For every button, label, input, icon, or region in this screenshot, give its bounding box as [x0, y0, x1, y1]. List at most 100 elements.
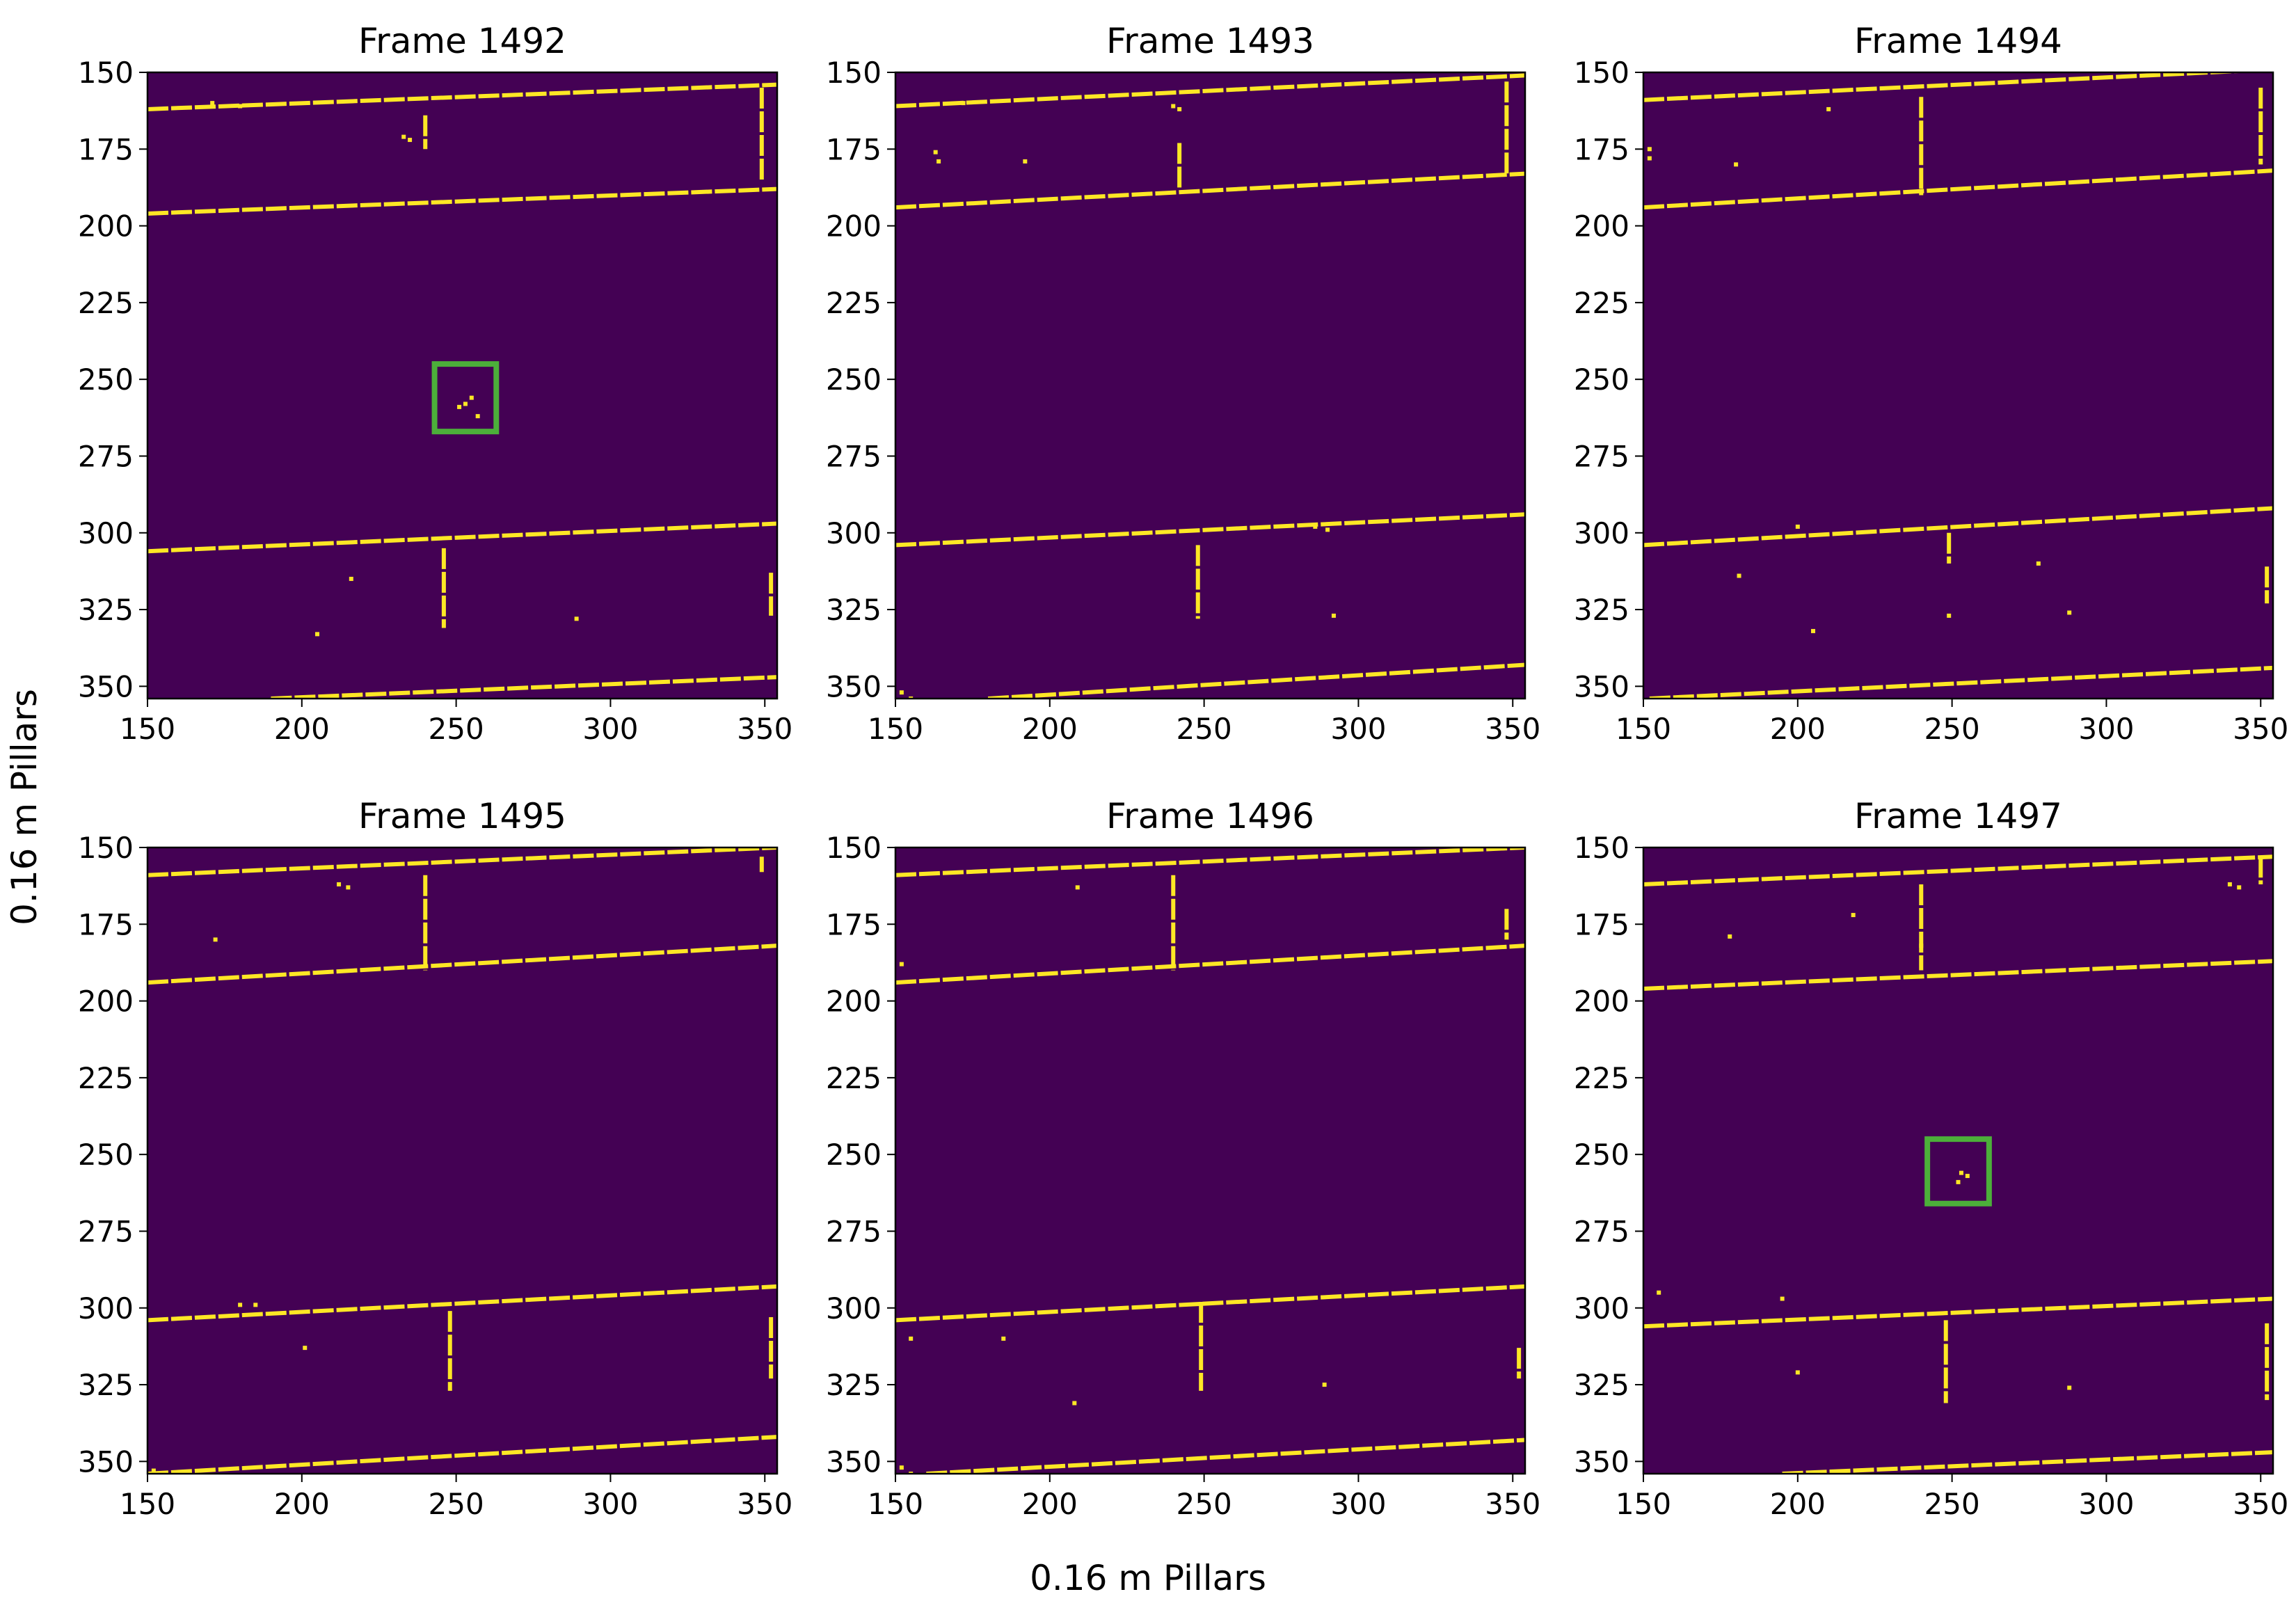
y-tick-label: 250: [1574, 1138, 1629, 1172]
x-tick-label: 300: [582, 712, 638, 746]
point-dot: [1826, 106, 1831, 111]
x-tick-label: 200: [274, 712, 330, 746]
point-dot: [475, 414, 480, 419]
plot-background: [1643, 847, 2273, 1474]
point-dot: [314, 632, 319, 637]
heatmap-cells: [895, 847, 1525, 1474]
point-line: [1782, 1450, 2273, 1474]
y-tick-label: 275: [78, 439, 134, 473]
point-dot: [1734, 162, 1739, 167]
y-tick-label: 250: [826, 1138, 882, 1172]
point-line: [148, 1435, 777, 1474]
x-tick-label: 250: [1924, 712, 1980, 746]
panel-3: Frame 1495 150 200 250 300 350 150 175 200 225 250…: [78, 796, 793, 1521]
heatmap-cells: [148, 82, 777, 699]
y-tick-label: 200: [1574, 209, 1629, 244]
point-dot: [1959, 1170, 1963, 1175]
heatmap-cells: [1643, 72, 2273, 699]
y-tick-label: 225: [78, 1061, 134, 1095]
x-tick-label: 350: [1485, 712, 1540, 746]
highlight-box: [1924, 1136, 1992, 1207]
x-tick-label: 250: [429, 712, 484, 746]
point-line: [987, 662, 1525, 699]
point-line: [1643, 72, 2254, 102]
y-tick-label: 200: [826, 985, 882, 1019]
point-dot: [401, 134, 406, 139]
panel-1: Frame 1493 150 200 250 300 350 150 175 200 225 250…: [826, 21, 1541, 746]
y-tick-label: 200: [78, 985, 134, 1019]
y-tick-label: 300: [826, 516, 882, 550]
y-tick-label: 225: [826, 1061, 882, 1095]
y-tick-label: 350: [1574, 669, 1629, 703]
figure-xlabel: 0.16 m Pillars: [1030, 1558, 1266, 1598]
y-tick-label: 250: [826, 363, 882, 397]
point-dot: [1780, 1296, 1785, 1301]
y-tick-label: 150: [1574, 831, 1629, 865]
y-tick-label: 200: [78, 209, 134, 244]
plot-background: [895, 847, 1525, 1474]
heatmap-cells: [148, 847, 777, 1474]
panel-title: Frame 1495: [358, 796, 566, 836]
point-dot: [1657, 1290, 1661, 1295]
point-line: [1649, 665, 2273, 699]
x-tick-label: 250: [429, 1487, 484, 1521]
point-line: [1643, 506, 2273, 548]
x-tick-label: 300: [2078, 712, 2134, 746]
point-dot: [1647, 156, 1652, 161]
plot-frame: [1642, 846, 2274, 1475]
y-tick-label: 350: [826, 1444, 882, 1479]
point-dot: [253, 1303, 258, 1307]
y-tick-label: 325: [1574, 1368, 1629, 1402]
x-tick-label: 200: [1770, 712, 1826, 746]
y-tick-label: 325: [826, 593, 882, 627]
y-tick-label: 200: [826, 209, 882, 244]
point-dot: [961, 101, 966, 106]
point-line: [148, 186, 777, 216]
point-dot: [1851, 913, 1856, 918]
panel-4: Frame 1496 150 200 250 300 350 150 175 200 225 250…: [826, 796, 1541, 1521]
x-tick-label: 250: [1924, 1487, 1980, 1521]
y-tick-label: 325: [78, 1368, 134, 1402]
point-dot: [933, 150, 938, 154]
x-tick-label: 350: [2233, 1487, 2288, 1521]
point-dot: [349, 576, 353, 581]
point-dot: [1795, 1370, 1800, 1375]
panels: Frame 1492 150 200 250 300 350 150 175 200 225 250…: [78, 21, 2289, 1521]
point-dot: [1965, 1174, 1970, 1179]
figure-ylabel: 0.16 m Pillars: [4, 689, 45, 925]
point-line: [148, 82, 777, 111]
point-dot: [303, 1346, 308, 1351]
y-tick-label: 300: [826, 1291, 882, 1326]
panel-title: Frame 1496: [1106, 796, 1314, 836]
heatmap-cells: [895, 73, 1525, 699]
y-tick-label: 175: [78, 907, 134, 941]
y-tick-label: 275: [1574, 439, 1629, 473]
point-line: [148, 847, 777, 877]
y-tick-label: 175: [78, 132, 134, 166]
x-tick-label: 200: [1022, 712, 1078, 746]
point-dot: [1313, 524, 1318, 529]
point-dot: [1171, 104, 1176, 109]
heatmap-cells: [1643, 854, 2273, 1474]
plot-background: [148, 72, 777, 699]
point-line: [895, 1284, 1525, 1323]
point-dot: [346, 885, 351, 890]
y-tick-label: 275: [78, 1214, 134, 1248]
y-tick-label: 300: [78, 516, 134, 550]
y-tick-label: 175: [826, 907, 882, 941]
y-tick-label: 275: [826, 439, 882, 473]
plot-frame: [146, 71, 779, 700]
point-dot: [909, 1336, 914, 1341]
x-tick-label: 350: [1485, 1487, 1540, 1521]
y-tick-label: 300: [1574, 1291, 1629, 1326]
x-tick-label: 250: [1177, 712, 1232, 746]
point-line: [271, 675, 777, 699]
point-dot: [574, 616, 579, 621]
point-dot: [899, 962, 904, 966]
x-tick-label: 150: [120, 712, 175, 746]
point-dot: [2067, 610, 2072, 615]
x-tick-label: 300: [582, 1487, 638, 1521]
x-tick-label: 200: [274, 1487, 330, 1521]
panel-title: Frame 1494: [1854, 21, 2062, 61]
x-tick-label: 350: [2233, 712, 2288, 746]
